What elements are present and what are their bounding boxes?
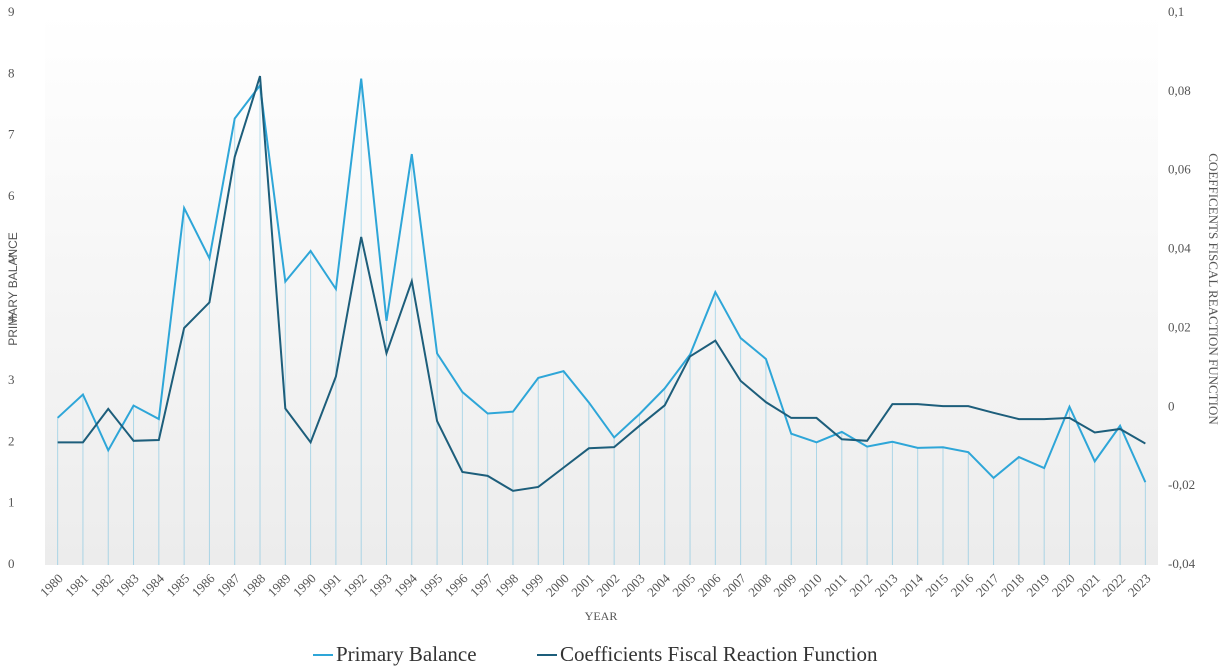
x-tick-label: 2015 bbox=[922, 571, 951, 600]
x-tick-label: 2018 bbox=[998, 571, 1027, 600]
x-tick-label: 2019 bbox=[1023, 571, 1052, 600]
plot-background bbox=[45, 13, 1158, 565]
x-tick-label: 2013 bbox=[872, 571, 901, 600]
x-tick-label: 1987 bbox=[214, 570, 243, 599]
y2-axis-label: COEFFICENTS FISCAL REACTION FUNCTION bbox=[1206, 153, 1220, 425]
x-tick-label: 1982 bbox=[87, 571, 116, 600]
legend-text: Primary Balance bbox=[336, 642, 477, 666]
y2-tick-label: 0,08 bbox=[1168, 83, 1191, 98]
x-tick-label: 2005 bbox=[669, 571, 698, 600]
y-tick-label: 5 bbox=[8, 249, 15, 264]
x-tick-label: 1989 bbox=[265, 571, 294, 600]
x-tick-label: 1996 bbox=[442, 570, 471, 599]
y2-tick-label: -0,02 bbox=[1168, 477, 1195, 492]
x-tick-label: 1994 bbox=[391, 570, 420, 599]
x-tick-label: 2023 bbox=[1125, 571, 1154, 600]
x-tick-label: 2000 bbox=[543, 571, 572, 600]
x-tick-label: 2017 bbox=[973, 570, 1002, 599]
y2-tick-label: 0,06 bbox=[1168, 162, 1191, 177]
x-tick-label: 2006 bbox=[695, 570, 724, 599]
x-tick-label: 1993 bbox=[366, 571, 395, 600]
x-tick-label: 2021 bbox=[1074, 571, 1103, 600]
x-tick-label: 1995 bbox=[416, 571, 445, 600]
legend-text: Coefficients Fiscal Reaction Function bbox=[560, 642, 878, 666]
x-tick-label: 2022 bbox=[1099, 571, 1128, 600]
y-tick-label: 1 bbox=[8, 495, 15, 510]
x-tick-label: 1988 bbox=[239, 571, 268, 600]
x-tick-label: 1986 bbox=[189, 570, 218, 599]
y-tick-label: 3 bbox=[8, 372, 15, 387]
x-tick-label: 2009 bbox=[770, 571, 799, 600]
x-tick-label: 2020 bbox=[1049, 571, 1078, 600]
series-line bbox=[56, 78, 1147, 483]
x-tick-label: 2001 bbox=[568, 571, 597, 600]
x-axis-label: YEAR bbox=[585, 609, 618, 623]
y-tick-label: 0 bbox=[8, 556, 15, 571]
x-tick-label: 2008 bbox=[745, 571, 774, 600]
y-tick-label: 9 bbox=[8, 4, 15, 19]
x-tick-label: 1992 bbox=[340, 571, 369, 600]
x-tick-label: 2016 bbox=[948, 570, 977, 599]
x-tick-label: 1980 bbox=[37, 571, 66, 600]
x-tick-label: 1985 bbox=[163, 571, 192, 600]
series-line bbox=[57, 75, 1146, 492]
x-tick-label: 2002 bbox=[593, 571, 622, 600]
x-tick-label: 1991 bbox=[315, 571, 344, 600]
y-tick-label: 4 bbox=[8, 311, 15, 326]
y2-tick-label: 0,1 bbox=[1168, 4, 1184, 19]
y-tick-label: 6 bbox=[8, 188, 15, 203]
x-tick-label: 1981 bbox=[62, 571, 91, 600]
y2-tick-label: -0,04 bbox=[1168, 556, 1196, 571]
y2-tick-label: 0 bbox=[1168, 398, 1175, 413]
x-tick-label: 1984 bbox=[138, 570, 167, 599]
y-tick-label: 2 bbox=[8, 433, 15, 448]
y-tick-label: 7 bbox=[8, 127, 15, 142]
x-tick-label: 1997 bbox=[467, 570, 496, 599]
x-tick-label: 2007 bbox=[720, 570, 749, 599]
x-tick-label: 2003 bbox=[619, 571, 648, 600]
x-tick-label: 2004 bbox=[644, 570, 673, 599]
x-tick-label: 2011 bbox=[821, 571, 850, 600]
x-tick-label: 1999 bbox=[518, 571, 547, 600]
x-tick-label: 2010 bbox=[796, 571, 825, 600]
y-tick-label: 8 bbox=[8, 65, 15, 80]
x-tick-label: 2014 bbox=[897, 570, 926, 599]
x-tick-label: 1998 bbox=[492, 571, 521, 600]
y2-tick-label: 0,04 bbox=[1168, 241, 1191, 256]
x-tick-label: 1983 bbox=[113, 571, 142, 600]
y2-tick-label: 0,02 bbox=[1168, 319, 1191, 334]
x-tick-label: 1990 bbox=[290, 571, 319, 600]
x-tick-label: 2012 bbox=[846, 571, 875, 600]
y-axis-label: PRIMARY BALANCE bbox=[6, 232, 20, 346]
